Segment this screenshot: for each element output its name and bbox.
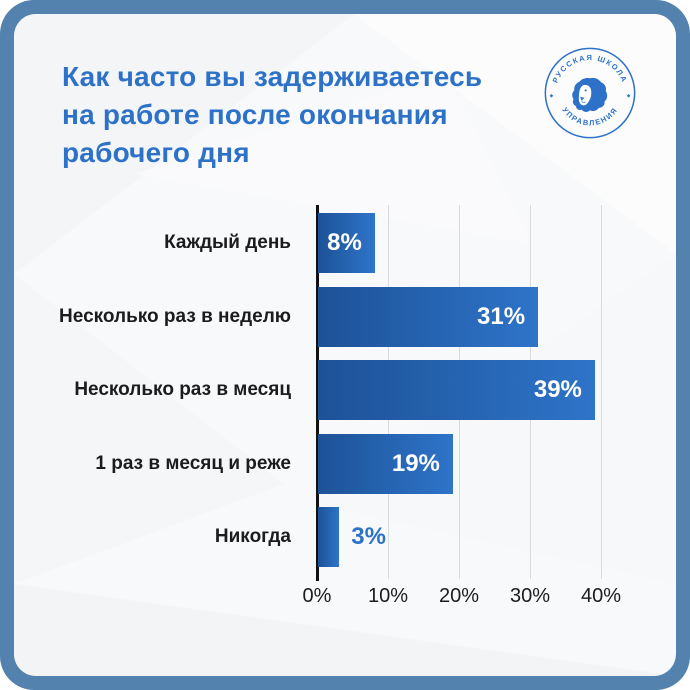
value-label-4: 3% xyxy=(351,523,386,550)
value-label-3: 19% xyxy=(391,449,440,477)
infographic-card: Как часто вы задерживаетесь на работе по… xyxy=(14,14,676,676)
category-label-3: 1 раз в месяц и реже xyxy=(95,452,291,474)
page-title: Как часто вы задерживаетесь на работе по… xyxy=(62,58,532,172)
title-line-3: рабочего дня xyxy=(62,137,250,168)
bar-chart: Каждый день Несколько раз в неделю Несколь… xyxy=(14,205,676,625)
category-label-4: Никогда xyxy=(214,526,291,547)
lion-icon xyxy=(572,77,608,112)
category-labels: Каждый день Несколько раз в неделю Несколь… xyxy=(14,205,304,577)
logo-separator-left: ◆ xyxy=(550,93,554,98)
value-label-2: 39% xyxy=(533,376,582,403)
bar-0: 8% xyxy=(318,213,375,273)
company-logo: РУССКАЯ ШКОЛА УПРАВЛЕНИЯ ◆ ◆ xyxy=(543,46,637,140)
logo-circle xyxy=(544,47,636,139)
x-tick-label-40%: 40% xyxy=(580,585,622,607)
y-axis-line xyxy=(316,205,319,581)
value-label-1: 31% xyxy=(477,302,526,330)
bar-2: 39% xyxy=(318,360,595,420)
category-label-1: Несколько раз в неделю xyxy=(59,305,291,327)
x-tick-label-0%: 0% xyxy=(302,585,332,607)
title-line-1: Как часто вы задерживаетесь xyxy=(62,61,483,92)
x-tick-label-30%: 30% xyxy=(509,585,551,607)
bar-1: 31% xyxy=(318,286,539,347)
title-line-2: на работе после окончания xyxy=(62,99,448,130)
category-label-0: Каждый день xyxy=(164,232,291,253)
bar-4: 3% xyxy=(318,507,386,567)
x-tick-label-20%: 20% xyxy=(438,585,480,607)
gridline-40% xyxy=(601,205,602,579)
value-label-0: 8% xyxy=(327,229,362,256)
x-axis-labels: 0% 10% 20% 30% 40% xyxy=(303,585,621,615)
bar-3: 19% xyxy=(318,433,453,494)
logo-separator-right: ◆ xyxy=(627,93,631,98)
x-tick-label-10%: 10% xyxy=(367,585,409,607)
plot-area: 8% 31% 39% 19% 3% xyxy=(316,205,602,581)
category-label-2: Несколько раз в месяц xyxy=(74,379,291,400)
